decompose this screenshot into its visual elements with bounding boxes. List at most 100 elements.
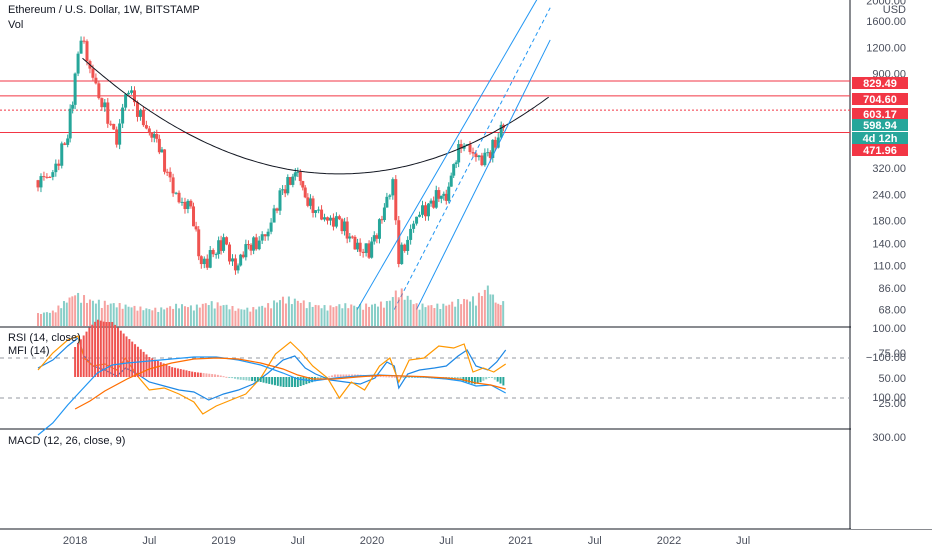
candle-body — [394, 179, 398, 221]
macd-tick-label: 300.00 — [872, 432, 906, 444]
volume-bar — [448, 304, 451, 326]
volume-bar — [278, 300, 281, 326]
candle-body — [291, 176, 295, 185]
volume-bar — [54, 312, 57, 326]
macd-histogram-bar — [468, 377, 471, 383]
macd-histogram-bar — [114, 324, 117, 377]
candle-body — [447, 186, 451, 201]
macd-histogram-bar — [108, 322, 111, 377]
macd-histogram-bar — [256, 377, 259, 382]
candle-body — [301, 181, 305, 188]
candle-body — [144, 125, 148, 129]
candle-body — [197, 229, 201, 257]
candle-body — [454, 162, 458, 165]
volume-bar — [39, 314, 42, 326]
candle-body — [337, 216, 341, 220]
price-tick-label: 86.00 — [878, 283, 906, 295]
volume-bar — [225, 304, 228, 326]
macd-histogram-bar — [179, 369, 182, 377]
volume-bar — [51, 310, 54, 326]
candle-body — [499, 124, 503, 138]
volume-bar — [427, 305, 430, 326]
volume-bar — [65, 302, 68, 326]
price-tag-bg — [852, 93, 908, 105]
macd-histogram-bar — [88, 327, 91, 377]
candle-body — [388, 195, 392, 197]
macd-histogram-bar — [202, 373, 205, 377]
price-tag: 4d 12h — [852, 132, 908, 145]
candle-body — [283, 189, 287, 194]
macd-histogram-bar — [348, 374, 351, 377]
volume-bar — [83, 295, 86, 326]
macd-histogram-bar — [125, 336, 128, 377]
candle-body — [127, 92, 131, 95]
price-tick-label: 68.00 — [878, 304, 906, 316]
macd-histogram-bar — [205, 373, 208, 377]
macd-histogram-bar — [339, 374, 342, 377]
candle-body — [449, 175, 453, 187]
time-tick-label: 2021 — [508, 535, 532, 547]
macd-histogram-bar — [488, 377, 491, 378]
candle-body — [186, 200, 190, 210]
macd-histogram-bar — [122, 333, 125, 377]
macd-histogram-bar — [231, 377, 234, 379]
volume-bar — [106, 304, 109, 326]
volume-bar — [139, 306, 142, 326]
candle-body — [163, 149, 167, 172]
candle-body — [459, 144, 463, 149]
candle-body — [257, 240, 261, 250]
macd-histogram-bar — [79, 339, 82, 377]
volume-bar — [457, 299, 460, 326]
volume-bar — [394, 290, 397, 326]
candle-body — [356, 242, 360, 250]
volume-bar — [121, 308, 124, 326]
candle-body — [42, 176, 46, 178]
candle-body — [429, 200, 433, 204]
volume-bar — [124, 304, 127, 326]
macd-histogram-bar — [222, 376, 225, 378]
volume-bar — [376, 306, 379, 326]
volume-bar — [400, 288, 403, 326]
volume-bar — [463, 298, 466, 326]
candle-body — [214, 254, 218, 256]
macd-histogram-bar — [216, 374, 219, 377]
macd-histogram-bar — [219, 375, 222, 377]
volume-bar — [489, 294, 492, 326]
candle-body — [150, 132, 154, 138]
volume-bar — [359, 304, 362, 326]
volume-bar — [246, 307, 249, 326]
volume-bar — [317, 305, 320, 326]
volume-bar — [252, 307, 255, 326]
macd-histogram-bar — [171, 367, 174, 377]
time-tick-label: Jul — [291, 535, 305, 547]
candle-body — [252, 237, 256, 251]
macd-histogram-bar — [102, 321, 105, 377]
macd-line — [37, 356, 506, 436]
volume-bar — [341, 308, 344, 326]
candle-body — [180, 201, 184, 203]
volume-bar — [436, 303, 439, 326]
macd-histogram-bar — [245, 377, 248, 381]
rsi-tick-label: 100.00 — [872, 323, 906, 335]
candle-body — [444, 193, 448, 201]
candle-body — [208, 250, 212, 268]
macd-histogram-bar — [265, 377, 268, 384]
candle-body — [133, 90, 136, 103]
candle-body — [266, 231, 270, 237]
candle-body — [434, 190, 438, 208]
volume-bar — [258, 306, 261, 326]
candle-body — [496, 137, 500, 148]
macd-histogram-bar — [82, 335, 85, 377]
volume-bar — [204, 303, 207, 326]
macd-histogram-bar — [182, 369, 185, 377]
volume-bar — [118, 303, 121, 326]
macd-histogram-bar — [293, 377, 296, 387]
macd-histogram-bar — [271, 377, 274, 385]
candle-body — [426, 203, 430, 217]
price-tag-text: 598.94 — [863, 120, 898, 132]
macd-histogram-bar — [382, 376, 385, 378]
volume-bar — [374, 303, 377, 326]
volume-bar — [115, 307, 118, 326]
